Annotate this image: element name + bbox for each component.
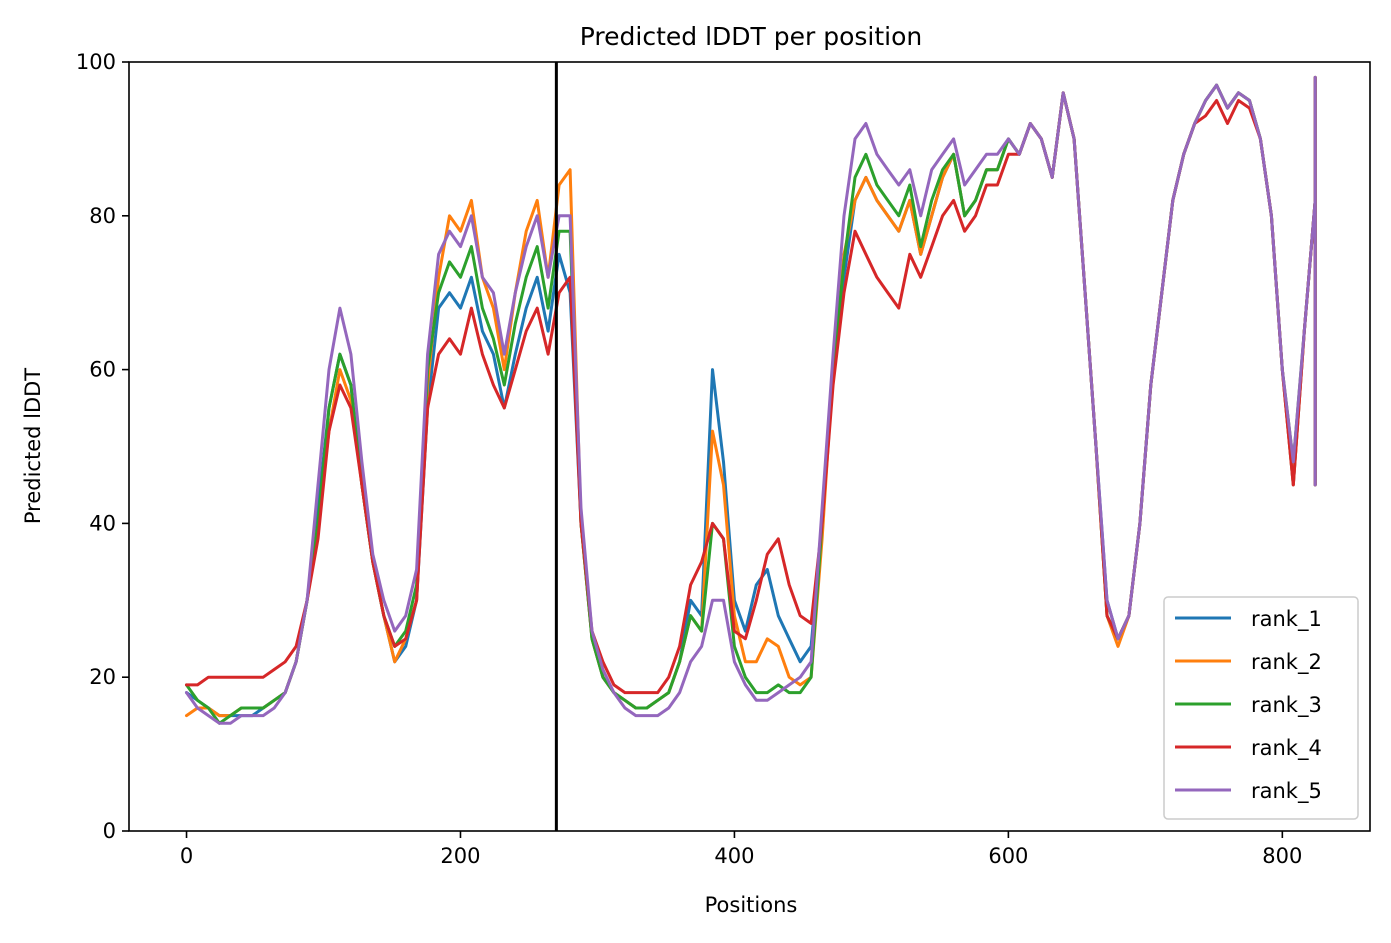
y-tick-label: 0 [103,819,116,843]
x-tick-label: 200 [440,844,480,868]
plot-area [185,62,1317,831]
y-tick-label: 80 [89,204,116,228]
plot-frame [128,61,1371,832]
axes: 0 200 400 600 800 0 20 40 60 80 100 [76,50,1371,868]
legend-label-rank_1: rank_1 [1251,607,1322,632]
x-tick-label: 0 [180,844,193,868]
legend-label-rank_2: rank_2 [1251,650,1322,675]
legend-label-rank_4: rank_4 [1251,736,1322,761]
y-tick-label: 20 [89,665,116,689]
x-tick-label: 800 [1262,844,1302,868]
y-tick-label: 60 [89,358,116,382]
legend-label-rank_5: rank_5 [1251,779,1322,804]
chart-title: Predicted lDDT per position [580,22,922,51]
y-tick-label: 100 [76,50,116,74]
x-axis-label: Positions [705,893,798,917]
legend: rank_1 rank_2 rank_3 rank_4 rank_5 [1163,596,1359,820]
x-tick-label: 400 [714,844,754,868]
y-tick-label: 40 [89,511,116,535]
legend-label-rank_3: rank_3 [1251,693,1322,718]
y-axis-label: Predicted lDDT [21,368,45,524]
x-tick-label: 600 [988,844,1028,868]
legend-box [1163,596,1359,820]
series-line-rank_5 [185,75,1317,725]
